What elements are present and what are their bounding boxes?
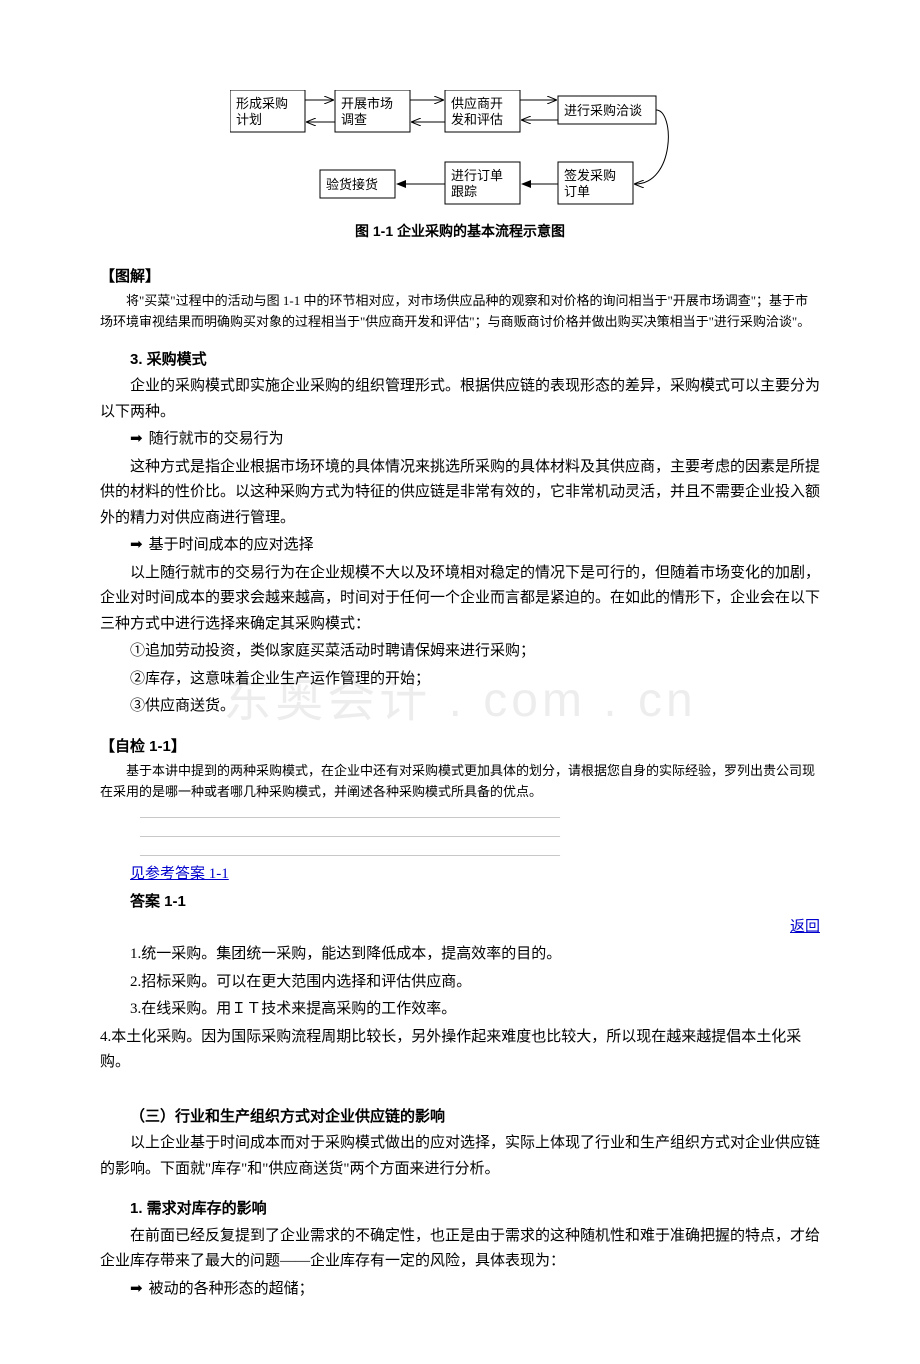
answer-blank-3: ________________________________________…	[100, 843, 820, 860]
svg-text:签发采购: 签发采购	[564, 168, 616, 183]
svg-text:跟踪: 跟踪	[451, 184, 477, 199]
s3-li1: ①追加劳动投资，类似家庭买菜活动时聘请保姆来进行采购；	[100, 639, 820, 665]
link-back[interactable]: 返回	[790, 919, 820, 935]
heading-purchase-mode: 3. 采购模式	[130, 347, 820, 373]
answer-4: 4.本土化采购。因为国际采购流程周期比较长，另外操作起来难度也比较大，所以现在越…	[100, 1025, 820, 1076]
heading-zijian: 【自检 1-1】	[100, 734, 820, 760]
answer-3: 3.在线采购。用ＩＴ技术来提高采购的工作效率。	[100, 997, 820, 1023]
link-see-answer[interactable]: 见参考答案 1-1	[130, 866, 229, 882]
heading-demand-inventory: 1. 需求对库存的影响	[130, 1196, 820, 1222]
s3-p1: 企业的采购模式即实施企业采购的组织管理形式。根据供应链的表现形态的差异，采购模式…	[100, 374, 820, 425]
bullet-mode-1: 随行就市的交易行为	[100, 427, 820, 453]
svg-text:订单: 订单	[564, 184, 590, 199]
svg-text:调查: 调查	[341, 112, 367, 127]
svg-text:验货接货: 验货接货	[326, 177, 378, 192]
answer-blank-1: ________________________________________…	[100, 805, 820, 822]
zijian-body: 基于本讲中提到的两种采购模式，在企业中还有对采购模式更加具体的划分，请根据您自身…	[100, 761, 820, 803]
answer-1: 1.统一采购。集团统一采购，能达到降低成本，提高效率的目的。	[100, 942, 820, 968]
svg-text:开展市场: 开展市场	[341, 96, 393, 111]
svg-text:供应商开: 供应商开	[451, 96, 503, 111]
svg-text:进行采购洽谈: 进行采购洽谈	[564, 103, 642, 118]
svg-text:计划: 计划	[236, 112, 262, 127]
tujie-body: 将"买菜"过程中的活动与图 1-1 中的环节相对应，对市场供应品种的观察和对价格…	[100, 291, 820, 333]
bullet-inventory-1-text: 被动的各种形态的超储；	[149, 1281, 314, 1297]
svg-text:形成采购: 形成采购	[236, 96, 288, 111]
s-three-p: 以上企业基于时间成本而对于采购模式做出的应对选择，实际上体现了行业和生产组织方式…	[100, 1131, 820, 1182]
heading-tujie: 【图解】	[100, 264, 820, 290]
answer-2: 2.招标采购。可以在更大范围内选择和评估供应商。	[100, 970, 820, 996]
s3-li2: ②库存，这意味着企业生产运作管理的开始；	[100, 667, 820, 693]
answer-blank-2: ________________________________________…	[100, 824, 820, 841]
s3-p2: 这种方式是指企业根据市场环境的具体情况来挑选所采购的具体材料及其供应商，主要考虑…	[100, 455, 820, 532]
s1b-p: 在前面已经反复提到了企业需求的不确定性，也正是由于需求的这种随机性和难于准确把握…	[100, 1224, 820, 1275]
bullet-inventory-1: 被动的各种形态的超储；	[100, 1277, 820, 1303]
figure-caption: 图 1-1 企业采购的基本流程示意图	[100, 220, 820, 244]
bullet-mode-2-text: 基于时间成本的应对选择	[149, 537, 314, 553]
bullet-mode-2: 基于时间成本的应对选择	[100, 533, 820, 559]
svg-text:发和评估: 发和评估	[451, 112, 503, 127]
flowchart-svg: 形成采购计划 开展市场调查 供应商开发和评估 进行采购洽谈签发采购订单 进行订单跟踪 验货…	[230, 90, 690, 215]
heading-answer: 答案 1-1	[130, 889, 820, 915]
flowchart-figure: 形成采购计划 开展市场调查 供应商开发和评估 进行采购洽谈签发采购订单 进行订单跟踪 验货…	[100, 90, 820, 215]
bullet-mode-1-text: 随行就市的交易行为	[149, 431, 284, 447]
heading-section-3: （三）行业和生产组织方式对企业供应链的影响	[130, 1104, 820, 1130]
s3-p3: 以上随行就市的交易行为在企业规模不大以及环境相对稳定的情况下是可行的，但随着市场…	[100, 561, 820, 638]
svg-text:进行订单: 进行订单	[451, 168, 503, 183]
s3-li3: ③供应商送货。	[100, 694, 820, 720]
